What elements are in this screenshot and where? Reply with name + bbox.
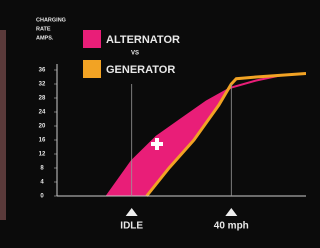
legend-label: ALTERNATOR (106, 34, 180, 46)
y-tick-label: 20 (39, 124, 46, 130)
y-tick-label: 24 (39, 110, 46, 116)
y-axis-label: AMPS. (36, 35, 54, 41)
legend-swatch (83, 60, 101, 78)
x-tick-label: 40 mph (214, 221, 249, 232)
y-tick-label: 36 (39, 68, 46, 74)
chart: CHARGING RATE AMPS. VS 04812162024283236… (0, 0, 306, 248)
y-tick-label: 12 (39, 152, 46, 158)
legend-swatch (83, 30, 101, 48)
y-axis-label: RATE (36, 26, 51, 32)
y-axis-label: CHARGING (36, 17, 66, 23)
y-tick-label: 16 (39, 138, 46, 144)
y-tick-label: 28 (39, 96, 46, 102)
legend-separator: VS (131, 51, 139, 57)
y-tick-label: 32 (39, 82, 46, 88)
photo-edge (0, 30, 6, 220)
legend-label: GENERATOR (106, 64, 175, 76)
x-tick-label: IDLE (120, 221, 143, 232)
